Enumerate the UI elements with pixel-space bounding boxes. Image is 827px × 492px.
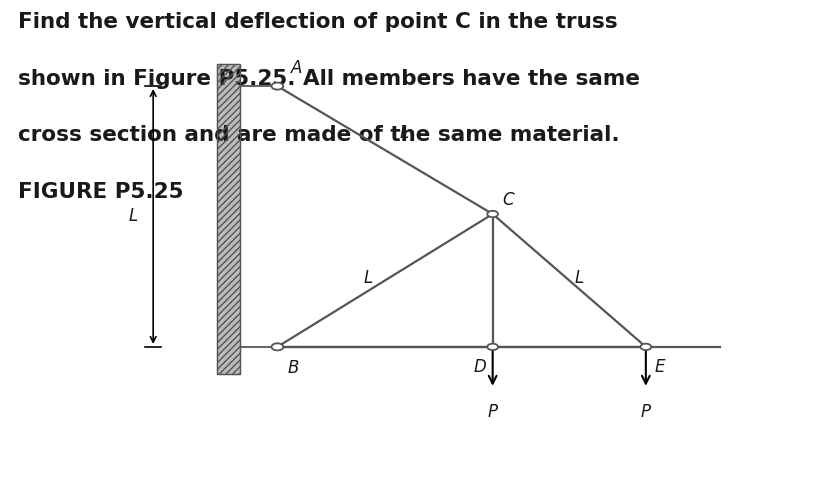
Text: E: E	[653, 358, 664, 376]
Circle shape	[271, 83, 283, 89]
Text: L: L	[363, 269, 373, 287]
Text: L: L	[574, 269, 584, 287]
Bar	[217, 64, 240, 374]
Text: Find the vertical deflection of point C in the truss: Find the vertical deflection of point C …	[18, 12, 617, 32]
Text: D: D	[473, 358, 485, 376]
Circle shape	[486, 343, 497, 350]
Circle shape	[271, 83, 283, 90]
Circle shape	[271, 343, 283, 350]
Text: C: C	[502, 191, 514, 209]
Text: FIGURE P5.25: FIGURE P5.25	[18, 182, 184, 202]
Text: P: P	[487, 403, 497, 422]
Bar	[217, 64, 240, 374]
Circle shape	[271, 343, 283, 350]
Text: shown in Figure P5.25. All members have the same: shown in Figure P5.25. All members have …	[18, 69, 639, 89]
Text: P: P	[640, 403, 650, 422]
Text: L: L	[129, 208, 138, 225]
Text: L: L	[399, 124, 409, 142]
Text: B: B	[287, 359, 299, 377]
Circle shape	[486, 211, 497, 217]
Circle shape	[640, 343, 650, 350]
Text: cross section and are made of the same material.: cross section and are made of the same m…	[18, 125, 619, 146]
Text: A: A	[290, 59, 302, 77]
